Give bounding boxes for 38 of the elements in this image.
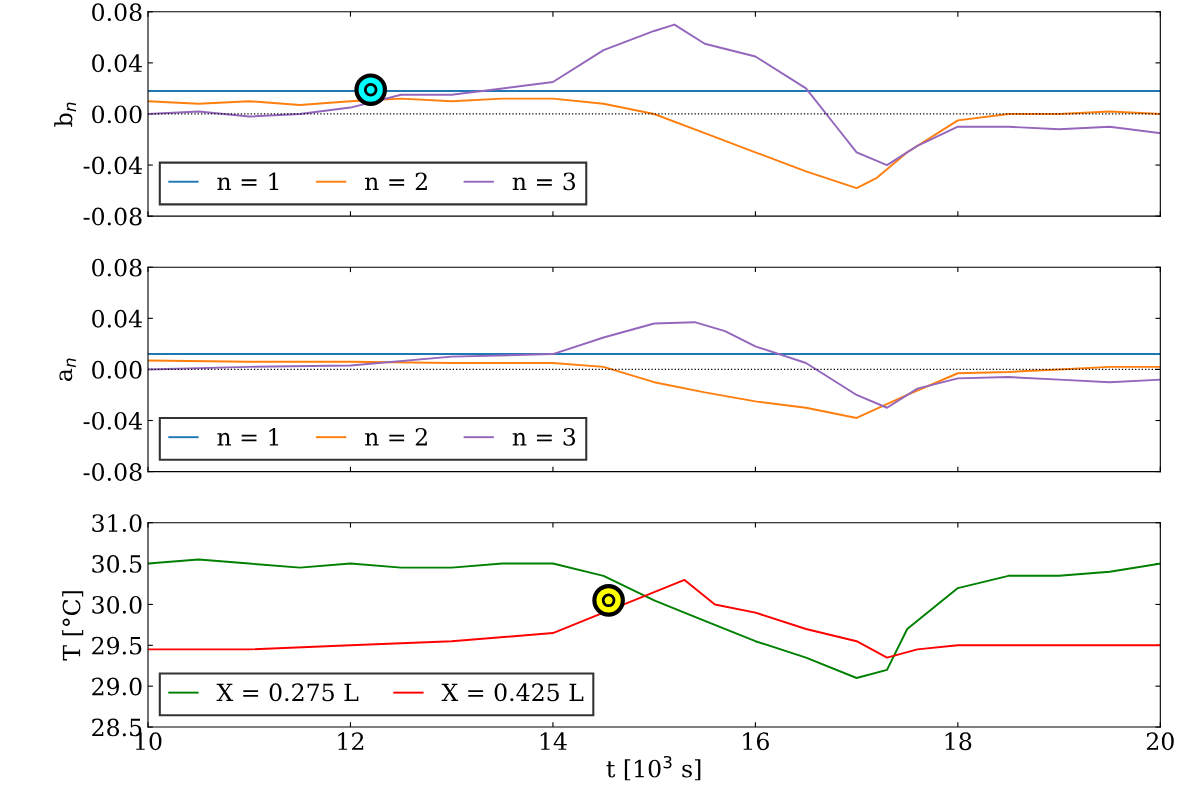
- line-series: [148, 578, 1161, 659]
- y-tick-label: 29.5: [92, 636, 142, 655]
- y-tick-label: 0.04: [92, 309, 142, 328]
- y-tick-label: 0.04: [92, 54, 142, 73]
- legend-label: n = 2: [364, 172, 427, 190]
- y-tick-label: 30.0: [92, 595, 142, 614]
- line-series: [148, 23, 1161, 167]
- legend-label: n = 1: [217, 172, 279, 190]
- y-tick-label: 0.08: [92, 3, 142, 22]
- y-tick-label: 0.00: [92, 360, 142, 379]
- x-axis-title: t [10$^{3}$ s]: [606, 755, 701, 781]
- y-tick-label: 0.08: [92, 258, 142, 277]
- line-series: [148, 321, 1161, 409]
- legend-label: n = 2: [364, 427, 427, 446]
- x-tick-label: 12: [338, 732, 364, 750]
- y-tick-label: 31.0: [92, 514, 142, 532]
- legend-label: X = 0.425 L: [441, 683, 584, 702]
- x-tick-label: 14: [540, 732, 567, 750]
- x-tick-label: 18: [945, 732, 972, 751]
- y-axis-title: T [°C]: [62, 591, 84, 661]
- y-tick-label: -0.08: [83, 463, 142, 481]
- y-tick-label: 0.00: [92, 105, 142, 124]
- x-tick-label: 16: [743, 732, 769, 751]
- line-series: [148, 558, 1161, 679]
- legend-label: X = 0.275 L: [216, 683, 359, 702]
- y-axis-title: a$_{n}$: [59, 358, 76, 381]
- y-tick-label: 29.0: [92, 677, 142, 696]
- y-tick-label: -0.04: [83, 156, 142, 175]
- legend-label: n = 3: [512, 172, 576, 191]
- y-tick-label: -0.08: [83, 207, 142, 226]
- legend-label: n = 1: [217, 427, 279, 446]
- y-tick-label: 30.5: [92, 555, 142, 573]
- y-axis-title: b$_{n}$: [54, 102, 76, 127]
- x-tick-label: 20: [1146, 732, 1174, 751]
- y-tick-label: -0.04: [83, 411, 142, 430]
- line-series: [148, 97, 1161, 190]
- legend-label: n = 3: [512, 427, 576, 446]
- line-series: [148, 359, 1161, 419]
